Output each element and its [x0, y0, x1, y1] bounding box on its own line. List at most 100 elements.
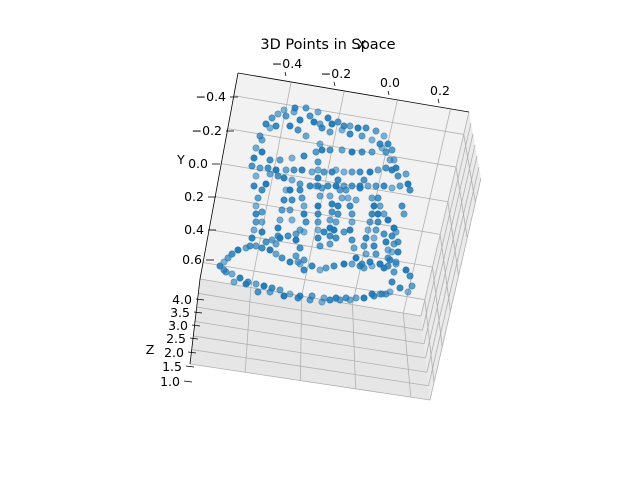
scatter-point: [314, 108, 322, 116]
scatter-point: [406, 272, 414, 280]
scatter-point: [394, 248, 402, 256]
scatter-point: [300, 228, 308, 236]
y-ticks: −0.4 −0.2 0.0 0.2 0.4 0.6: [182, 89, 238, 267]
scatter-point: [276, 156, 284, 164]
scatter-point: [340, 228, 348, 236]
scatter-point: [400, 210, 408, 218]
scatter-point: [374, 218, 382, 226]
scatter-point: [384, 216, 392, 224]
scatter-point: [356, 168, 364, 176]
scatter-point: [280, 292, 288, 300]
scatter-point: [342, 186, 350, 194]
scatter-point: [324, 182, 332, 190]
scatter-point: [332, 234, 340, 242]
scatter-point: [252, 172, 260, 180]
scatter-point: [252, 242, 260, 250]
scatter-point: [388, 146, 396, 154]
scatter-point: [260, 282, 268, 290]
scatter-point: [314, 158, 322, 166]
scatter-point: [286, 258, 294, 266]
scatter-point: [314, 174, 322, 182]
z-ticks: 4.03.53.02.52.01.51.0: [160, 292, 205, 389]
scatter-point: [286, 290, 294, 298]
scatter-point: [300, 202, 308, 210]
scatter-point: [362, 124, 370, 132]
scatter-point: [356, 184, 364, 192]
z-tick-label: 3.5: [170, 305, 190, 320]
scatter-point: [368, 148, 376, 156]
scatter-point: [294, 258, 302, 266]
scatter-point: [388, 248, 396, 256]
scatter-point: [408, 282, 416, 290]
scatter-point: [300, 152, 308, 160]
scatter-point: [300, 210, 308, 218]
scatter-point: [328, 208, 336, 216]
scatter-point: [254, 194, 262, 202]
scatter-point: [288, 196, 296, 204]
scatter-point: [376, 290, 384, 298]
scatter-point: [254, 288, 262, 296]
scatter-point: [242, 280, 250, 288]
scatter-point: [314, 226, 322, 234]
scatter-point: [248, 234, 256, 242]
scatter-point: [396, 284, 404, 292]
scatter-point: [276, 234, 284, 242]
scatter-point: [374, 210, 382, 218]
scatter-point: [388, 232, 396, 240]
scatter-point: [252, 144, 260, 152]
y-tick-label: 0.6: [182, 252, 202, 267]
scatter-point: [364, 226, 372, 234]
x-axis-line: [237, 72, 470, 113]
scatter-point: [318, 146, 326, 154]
scatter-point: [386, 156, 394, 164]
scatter-point: [268, 114, 276, 122]
y-tick-label: −0.2: [192, 123, 222, 138]
scatter-point: [258, 148, 266, 156]
scatter-point: [282, 166, 290, 174]
scatter-point: [314, 210, 322, 218]
scatter-point: [316, 120, 324, 128]
chart-title: 3D Points in Space: [260, 37, 395, 53]
scatter-point: [376, 140, 384, 148]
scatter-point: [332, 218, 340, 226]
scatter-point: [280, 174, 288, 182]
scatter-point: [314, 218, 322, 226]
scatter-point: [334, 202, 342, 210]
scatter-point: [350, 244, 358, 252]
scatter-point: [288, 216, 296, 224]
scatter-point: [302, 132, 310, 140]
scatter-point: [406, 186, 414, 194]
scatter-point: [384, 140, 392, 148]
scatter-point: [252, 218, 260, 226]
scatter-point: [262, 238, 270, 246]
scatter-point: [276, 286, 284, 294]
scatter-point: [300, 256, 308, 264]
scatter-point: [328, 120, 336, 128]
scatter-point: [396, 182, 404, 190]
scatter-point: [380, 210, 388, 218]
x-axis-label: X: [358, 37, 367, 52]
scatter-point: [372, 250, 380, 258]
scatter-point: [268, 236, 276, 244]
scatter-point: [236, 274, 244, 282]
y-tick-label: −0.4: [196, 89, 226, 104]
z-tick-label: 2.5: [166, 331, 186, 346]
scatter-point: [300, 266, 308, 274]
scatter-point: [308, 262, 316, 270]
scatter-point: [382, 290, 390, 298]
scatter-point: [314, 166, 322, 174]
scatter-point: [266, 156, 274, 164]
scatter-point: [288, 154, 296, 162]
scatter-point: [392, 260, 400, 268]
y-tick-label: 0.0: [188, 156, 208, 171]
scatter-point: [258, 136, 266, 144]
scatter-point: [372, 127, 380, 135]
scatter-point: [358, 260, 366, 268]
scatter-point: [248, 162, 256, 170]
scatter-point: [386, 256, 394, 264]
y-axis-label: Y: [176, 152, 185, 167]
scatter-point: [338, 146, 346, 154]
scatter-point: [354, 124, 362, 132]
scatter-point: [352, 254, 360, 262]
